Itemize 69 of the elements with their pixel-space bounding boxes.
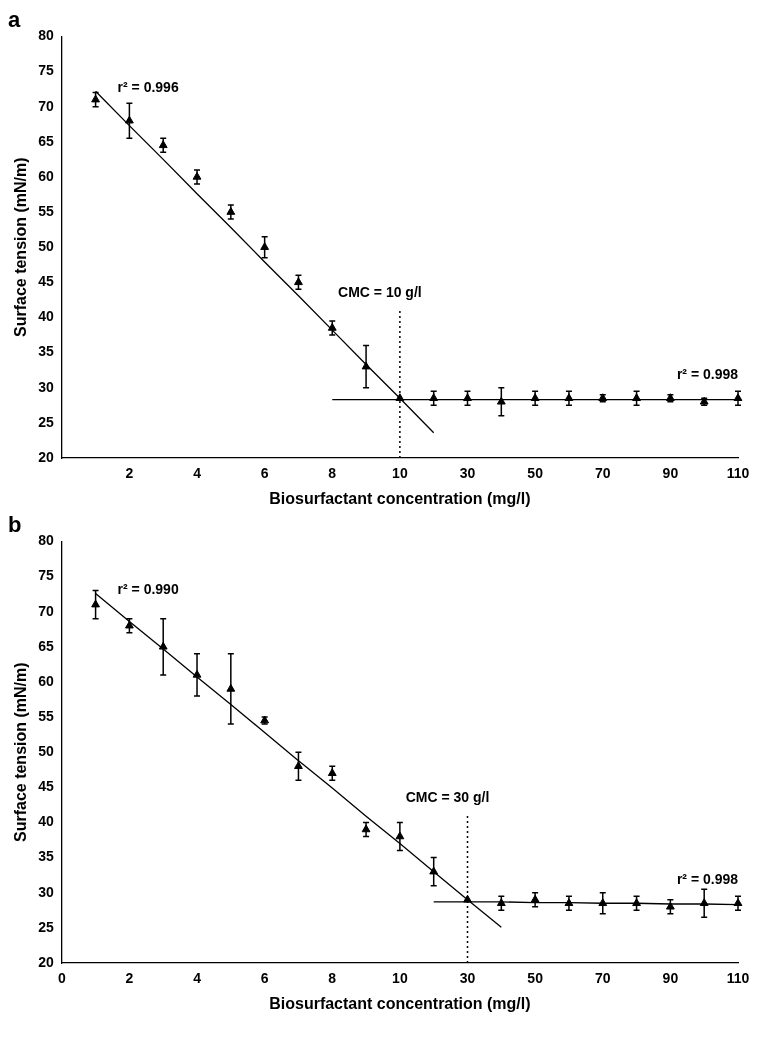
point <box>463 894 472 903</box>
y-tick-label: 55 <box>38 202 54 219</box>
ref-line-label: CMC = 10 g/l <box>338 284 422 301</box>
series-label: r² = 0.996 <box>117 79 179 96</box>
y-tick-label: 65 <box>38 637 54 654</box>
x-tick-label: 10 <box>392 970 408 987</box>
x-axis-title: Biosurfactant concentration (mg/l) <box>269 994 531 1012</box>
y-axis-title: Surface tension (mN/m) <box>12 157 30 337</box>
x-tick-label: 10 <box>392 465 408 482</box>
point <box>665 901 675 910</box>
y-tick-label: 60 <box>38 167 54 184</box>
x-tick-label: 110 <box>726 465 750 482</box>
y-tick-label: 40 <box>38 813 54 830</box>
y-tick-label: 45 <box>38 778 54 795</box>
series-label: r² = 0.990 <box>117 581 179 598</box>
x-tick-label: 2 <box>125 970 134 987</box>
point <box>91 94 100 103</box>
y-tick-label: 50 <box>38 743 54 760</box>
y-tick-label: 35 <box>38 848 54 865</box>
chart-title: b <box>8 512 22 538</box>
x-tick-label: 8 <box>328 970 337 987</box>
x-axis-title: Biosurfactant concentration (mg/l) <box>269 489 531 507</box>
y-tick-label: 20 <box>38 448 54 465</box>
x-tick-label: 50 <box>527 970 544 987</box>
y-axis-title: Surface tension (mN/m) <box>12 662 30 842</box>
x-tick-label: 70 <box>594 465 611 482</box>
point <box>91 599 100 608</box>
x-tick-label: 2 <box>125 465 134 482</box>
y-tick-label: 40 <box>38 308 54 325</box>
point <box>125 115 134 124</box>
x-tick-label: 30 <box>459 970 476 987</box>
point <box>429 866 439 875</box>
x-tick-label: 90 <box>662 465 679 482</box>
y-tick-label: 55 <box>38 707 54 724</box>
x-tick-label: 90 <box>662 970 679 987</box>
y-tick-label: 30 <box>38 883 54 900</box>
y-tick-label: 25 <box>38 918 54 935</box>
x-tick-label: 70 <box>594 970 611 987</box>
x-tick-label: 8 <box>328 465 337 482</box>
y-tick-label: 50 <box>38 238 54 255</box>
y-tick-label: 30 <box>38 378 54 395</box>
y-tick-label: 70 <box>38 97 54 114</box>
point <box>395 393 405 402</box>
series-label: r² = 0.998 <box>676 365 739 382</box>
point <box>327 323 337 331</box>
point <box>125 620 134 629</box>
x-tick-label: 0 <box>57 970 66 987</box>
ref-line-label: CMC = 30 g/l <box>405 789 490 806</box>
y-tick-label: 60 <box>38 672 54 689</box>
x-tick-label: 4 <box>193 970 202 987</box>
x-tick-label: 6 <box>260 465 269 482</box>
y-tick-label: 75 <box>38 567 54 584</box>
y-tick-label: 20 <box>38 953 54 970</box>
chart-title: a <box>8 7 21 33</box>
x-tick-label: 110 <box>726 970 750 987</box>
x-tick-label: 30 <box>459 465 476 482</box>
x-tick-label: 50 <box>527 465 544 482</box>
x-tick-label: 6 <box>260 970 269 987</box>
y-tick-label: 80 <box>38 532 54 549</box>
point <box>496 396 506 405</box>
y-tick-label: 25 <box>38 413 54 430</box>
y-tick-label: 45 <box>38 273 54 290</box>
y-tick-label: 75 <box>38 62 54 79</box>
y-tick-label: 70 <box>38 602 54 619</box>
y-tick-label: 65 <box>38 132 54 149</box>
y-tick-label: 35 <box>38 343 54 360</box>
series-label: r² = 0.998 <box>676 870 739 887</box>
y-tick-label: 80 <box>38 27 54 44</box>
x-tick-label: 4 <box>193 465 202 482</box>
